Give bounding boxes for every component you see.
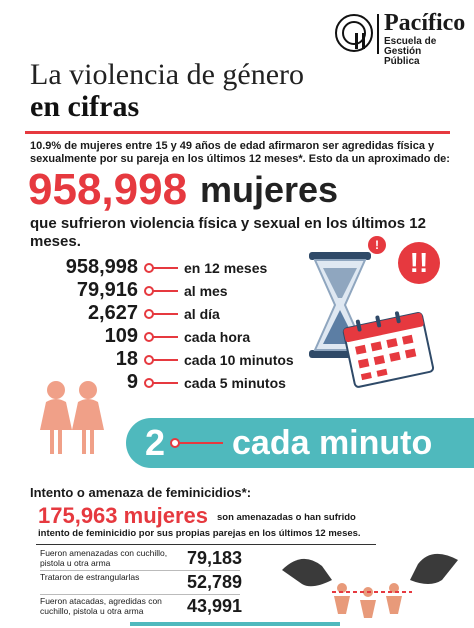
brand-subtitle-line2: Pública: [384, 56, 420, 67]
alert-icon: !!: [398, 242, 440, 284]
stat-connector-dot: [144, 332, 154, 342]
stat-label: cada 10 minutos: [184, 352, 294, 368]
femicide-item-divider: [40, 594, 240, 595]
stat-connector-dot: [144, 286, 154, 296]
university-seal-icon: [335, 14, 373, 52]
stat-label: al mes: [184, 283, 228, 299]
brand-name: Pacífico: [384, 10, 466, 36]
calendar-icon: [342, 311, 435, 388]
women-figures-icon: [40, 381, 104, 454]
femicide-big-number: 175,963 mujeres: [38, 503, 209, 528]
big-number: 958,998: [28, 165, 188, 214]
stat-connector-dot: [144, 378, 154, 388]
stat-label: cada 5 minutos: [184, 375, 286, 391]
stat-number: 9: [126, 371, 138, 393]
band-text: cada minuto: [232, 424, 433, 462]
femicide-subtitle: intento de feminicidio por sus propias p…: [38, 528, 361, 539]
stat-connector: [146, 313, 178, 315]
stat-label: cada hora: [184, 329, 251, 345]
hands-chain-icon: [282, 553, 458, 618]
stat-number: 79,916: [76, 279, 138, 301]
stat-number: 109: [104, 325, 138, 347]
intro-text: 10.9% de mujeres entre 15 y 49 años de e…: [30, 140, 450, 165]
femicide-item-label: Fueron amenazadas con cuchillo, pistola …: [40, 548, 168, 568]
bottom-strip: [130, 622, 340, 626]
big-subtitle: que sufrieron violencia física y sexual …: [30, 215, 426, 250]
stat-label: al día: [184, 306, 220, 322]
brand-subtitle: Escuela de Gestión Pública: [384, 37, 474, 67]
stat-number: 18: [115, 348, 138, 370]
femicide-big-rest: son amenazadas o han sufrido: [217, 512, 356, 523]
section-divider: [25, 131, 450, 134]
femicide-item-divider: [40, 570, 240, 571]
page-title-line1: La violencia de género: [30, 58, 305, 91]
big-unit: mujeres: [200, 169, 339, 210]
stat-connector: [146, 290, 178, 292]
femicide-heading: Intento o amenaza de feminicidios*:: [30, 485, 252, 500]
brand-subtitle-line1: Escuela de Gestión: [384, 36, 437, 57]
femicide-item-number: 79,183: [186, 548, 242, 568]
stat-number: 2,627: [87, 302, 138, 324]
stat-connector-dot: [144, 309, 154, 319]
band-connector: [175, 442, 223, 444]
band-connector-dot: [170, 438, 180, 448]
femicide-divider: [36, 544, 376, 545]
femicide-item-number: 52,789: [186, 572, 242, 592]
stat-label: en 12 meses: [184, 260, 268, 276]
femicide-item-number: 43,991: [186, 596, 242, 616]
stat-connector-dot: [144, 263, 154, 273]
stat-connector-dot: [144, 355, 154, 365]
femicide-item-label: Trataron de estrangularlas: [40, 572, 140, 582]
alert-small-icon: !: [368, 236, 386, 254]
stat-connector: [146, 382, 178, 384]
stat-number: 958,998: [65, 256, 138, 278]
stat-connector: [146, 336, 178, 338]
logo-divider: [377, 14, 379, 54]
stat-connector: [146, 359, 178, 361]
page-title-line2: en cifras: [30, 90, 140, 123]
band-number: 2: [145, 422, 166, 463]
femicide-item-label: Fueron atacadas, agredidas con cuchillo,…: [40, 596, 162, 616]
stat-connector: [146, 267, 178, 269]
